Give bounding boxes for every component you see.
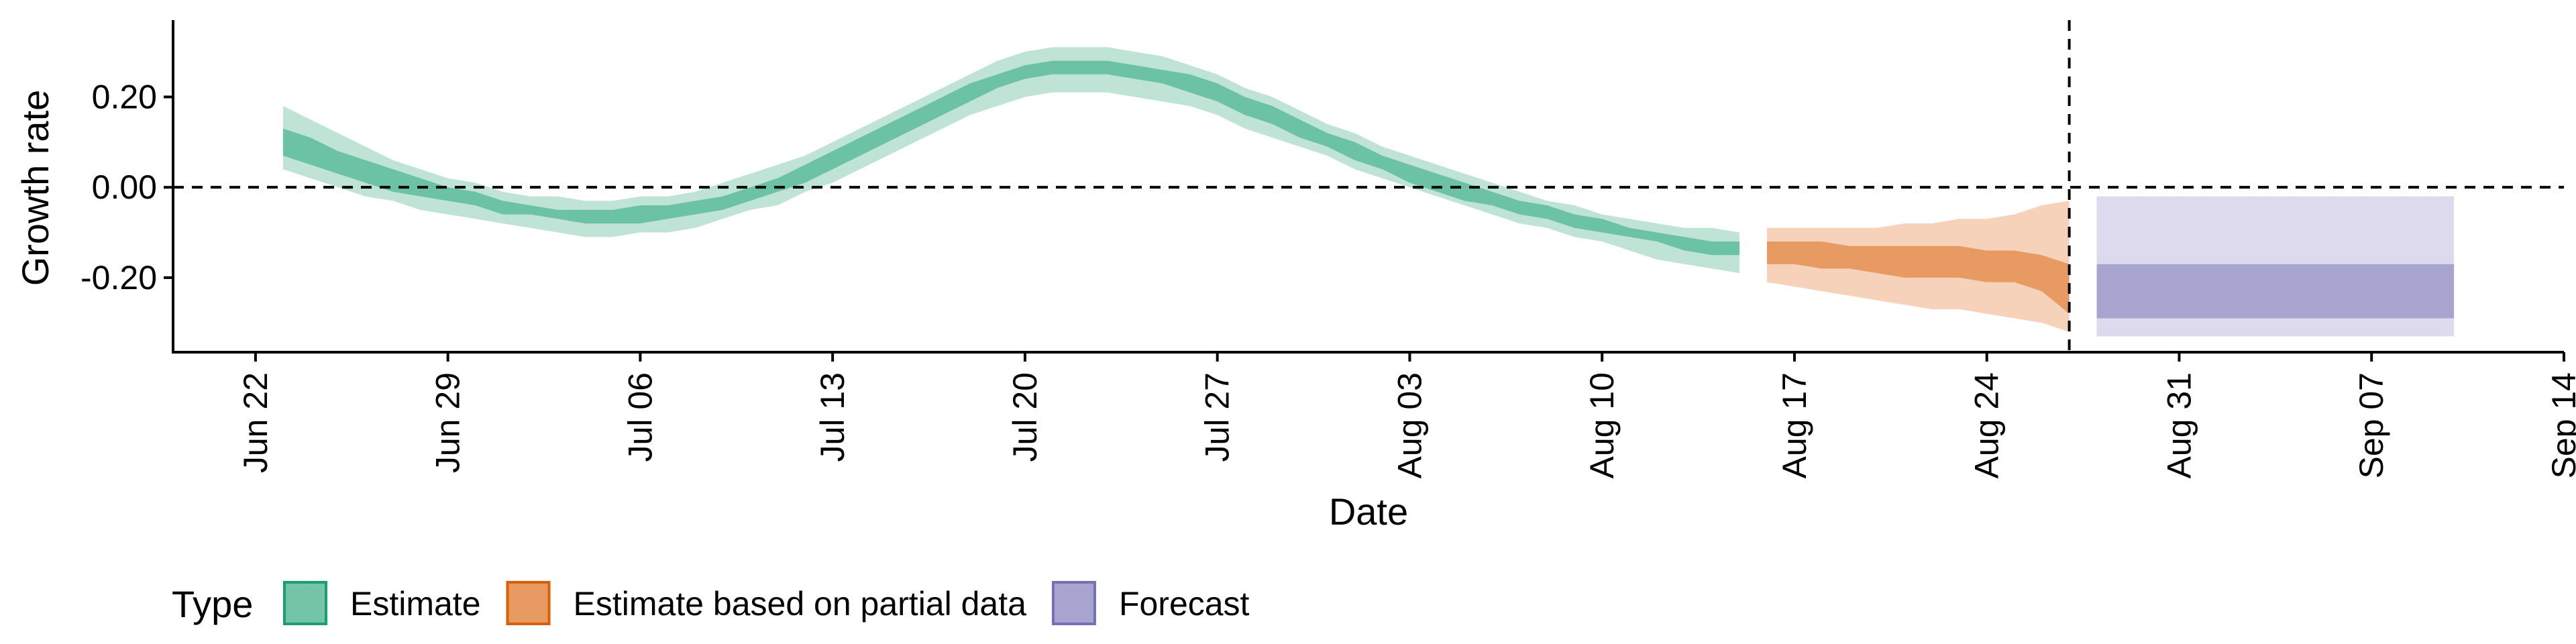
x-tick-label: Jul 20 — [1006, 372, 1044, 462]
legend-swatch-estimate-based-on-partial-data — [506, 581, 551, 625]
x-tick-label: Jul 27 — [1199, 372, 1236, 462]
legend-items: Estimate Estimate based on partial data Fo… — [283, 581, 1250, 625]
legend-title: Type — [172, 583, 253, 625]
x-tick-label: Aug 10 — [1583, 372, 1621, 478]
legend-swatch-forecast — [1051, 581, 1096, 625]
legend-label-forecast: Forecast — [1119, 585, 1250, 623]
x-tick-label: Aug 31 — [2161, 372, 2198, 478]
legend-swatch-estimate — [283, 581, 327, 625]
estimate-inner-band — [282, 60, 1740, 256]
x-tick-label: Sep 07 — [2353, 372, 2390, 478]
x-tick-label: Jul 13 — [814, 372, 851, 462]
legend: Type Estimate Estimate based on partial d… — [172, 581, 1250, 625]
x-tick-label: Aug 24 — [1968, 372, 2006, 478]
y-axis-title: Growth rate — [14, 90, 56, 286]
x-tick-label: Aug 03 — [1391, 372, 1428, 478]
x-tick-label: Aug 17 — [1776, 372, 1813, 478]
y-tick-label: 0.20 — [92, 78, 157, 115]
uncertainty-bands — [282, 47, 2455, 337]
y-axis-ticks: 0.20 0.00 -0.20 — [80, 78, 173, 297]
x-tick-label: Jun 22 — [237, 372, 274, 473]
x-tick-label: Sep 14 — [2545, 372, 2576, 478]
legend-label-estimate-based-on-partial-data: Estimate based on partial data — [574, 585, 1027, 623]
legend-label-estimate: Estimate — [350, 585, 481, 623]
x-axis-ticks: Jun 22 Jun 29 Jul 06 Jul 13 Jul 20 Jul 27 Aug … — [237, 352, 2576, 478]
y-tick-label: 0.00 — [92, 168, 157, 206]
forecast-inner-band — [2096, 264, 2455, 319]
x-axis-title: Date — [1329, 490, 1408, 533]
x-tick-label: Jun 29 — [429, 372, 467, 473]
x-tick-label: Jul 06 — [621, 372, 659, 462]
y-tick-label: -0.20 — [80, 259, 157, 297]
estimate-based-on-partial-data-inner-band — [1767, 241, 2070, 314]
plot-area: Jun 22 Jun 29 Jul 06 Jul 13 Jul 20 Jul 27 Aug … — [80, 20, 2576, 478]
reference-lines — [173, 20, 2564, 352]
